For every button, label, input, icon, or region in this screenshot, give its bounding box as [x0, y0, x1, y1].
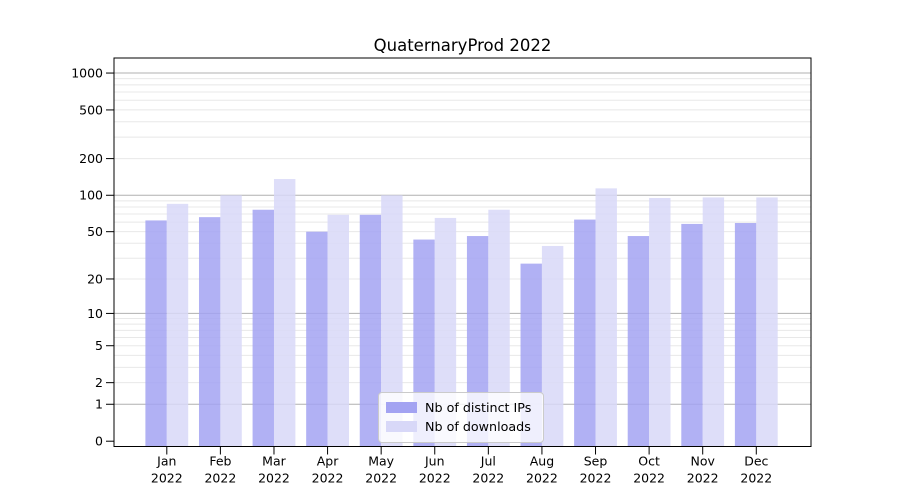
bar-downloads-Dec [756, 197, 778, 447]
x-tick-label-month-Nov: Nov [690, 454, 715, 469]
legend-swatch-distinct-ips [386, 402, 417, 413]
y-tick-label-500: 500 [79, 102, 103, 117]
bar-downloads-Aug [541, 245, 564, 447]
x-tick-label-year-Aug: 2022 [526, 471, 558, 486]
x-tick-label-year-Oct: 2022 [633, 471, 665, 486]
y-tick-label-2: 2 [95, 375, 103, 390]
bar-distinct-ips-Sep [574, 219, 596, 447]
x-tick-label-year-Apr: 2022 [312, 471, 344, 486]
x-tick-label-month-Jan: Jan [156, 454, 176, 469]
legend-item-distinct-ips: Nb of distinct IPs [386, 398, 536, 417]
legend-swatch-downloads [386, 421, 417, 432]
y-tick-label-50: 50 [87, 224, 103, 239]
bar-distinct-ips-Feb [198, 217, 221, 447]
bar-distinct-ips-Jan [145, 220, 167, 447]
legend-label-distinct-ips: Nb of distinct IPs [425, 400, 532, 415]
bar-distinct-ips-Mar [252, 209, 274, 447]
x-tick-label-month-Jun: Jun [424, 454, 445, 469]
bar-downloads-Mar [273, 179, 296, 447]
x-tick-label-month-Aug: Aug [530, 454, 554, 469]
chart-title: QuaternaryProd 2022 [373, 36, 552, 55]
bar-downloads-Nov [702, 197, 725, 447]
x-tick-label-year-Jan: 2022 [151, 471, 183, 486]
y-tick-label-1000: 1000 [71, 65, 103, 80]
bar-downloads-Apr [327, 214, 349, 447]
x-tick-label-year-Jul: 2022 [472, 471, 504, 486]
y-tick-label-20: 20 [87, 271, 103, 286]
legend-label-downloads: Nb of downloads [425, 419, 531, 434]
x-tick-label-year-Jun: 2022 [419, 471, 451, 486]
x-tick-label-month-Sep: Sep [584, 454, 608, 469]
bar-downloads-Jan [166, 203, 189, 447]
bar-downloads-Jun [434, 217, 457, 447]
bar-distinct-ips-Nov [681, 223, 703, 447]
bar-downloads-Jul [488, 209, 510, 447]
y-tick-label-5: 5 [95, 338, 103, 353]
bar-distinct-ips-May [359, 214, 382, 447]
y-tick-label-10: 10 [87, 306, 103, 321]
plot-frame [113, 57, 812, 447]
y-tick-label-0: 0 [95, 434, 103, 449]
legend: Nb of distinct IPs Nb of downloads [378, 392, 544, 443]
bar-distinct-ips-Apr [306, 231, 328, 447]
y-tick-label-1: 1 [95, 397, 103, 412]
bar-distinct-ips-Dec [734, 223, 757, 447]
x-tick-label-month-Apr: Apr [317, 454, 339, 469]
y-tick-label-200: 200 [79, 151, 103, 166]
y-tick-label-100: 100 [79, 188, 103, 203]
x-tick-label-month-May: May [368, 454, 394, 469]
x-tick-label-year-Feb: 2022 [204, 471, 236, 486]
x-tick-label-month-Dec: Dec [744, 454, 768, 469]
x-tick-label-year-Mar: 2022 [258, 471, 290, 486]
x-tick-label-year-Dec: 2022 [740, 471, 772, 486]
x-tick-label-year-May: 2022 [365, 471, 397, 486]
x-tick-label-month-Feb: Feb [209, 454, 231, 469]
bar-downloads-Feb [220, 195, 242, 447]
bar-downloads-Sep [595, 188, 617, 447]
x-tick-label-year-Sep: 2022 [580, 471, 612, 486]
legend-item-downloads: Nb of downloads [386, 417, 536, 436]
bar-downloads-Oct [649, 197, 671, 447]
x-tick-label-year-Nov: 2022 [687, 471, 719, 486]
x-tick-label-month-Jul: Jul [480, 454, 496, 469]
x-tick-label-month-Mar: Mar [262, 454, 286, 469]
x-tick-label-month-Oct: Oct [638, 454, 660, 469]
bar-distinct-ips-Oct [627, 236, 650, 447]
bar-downloads-May [381, 195, 403, 447]
